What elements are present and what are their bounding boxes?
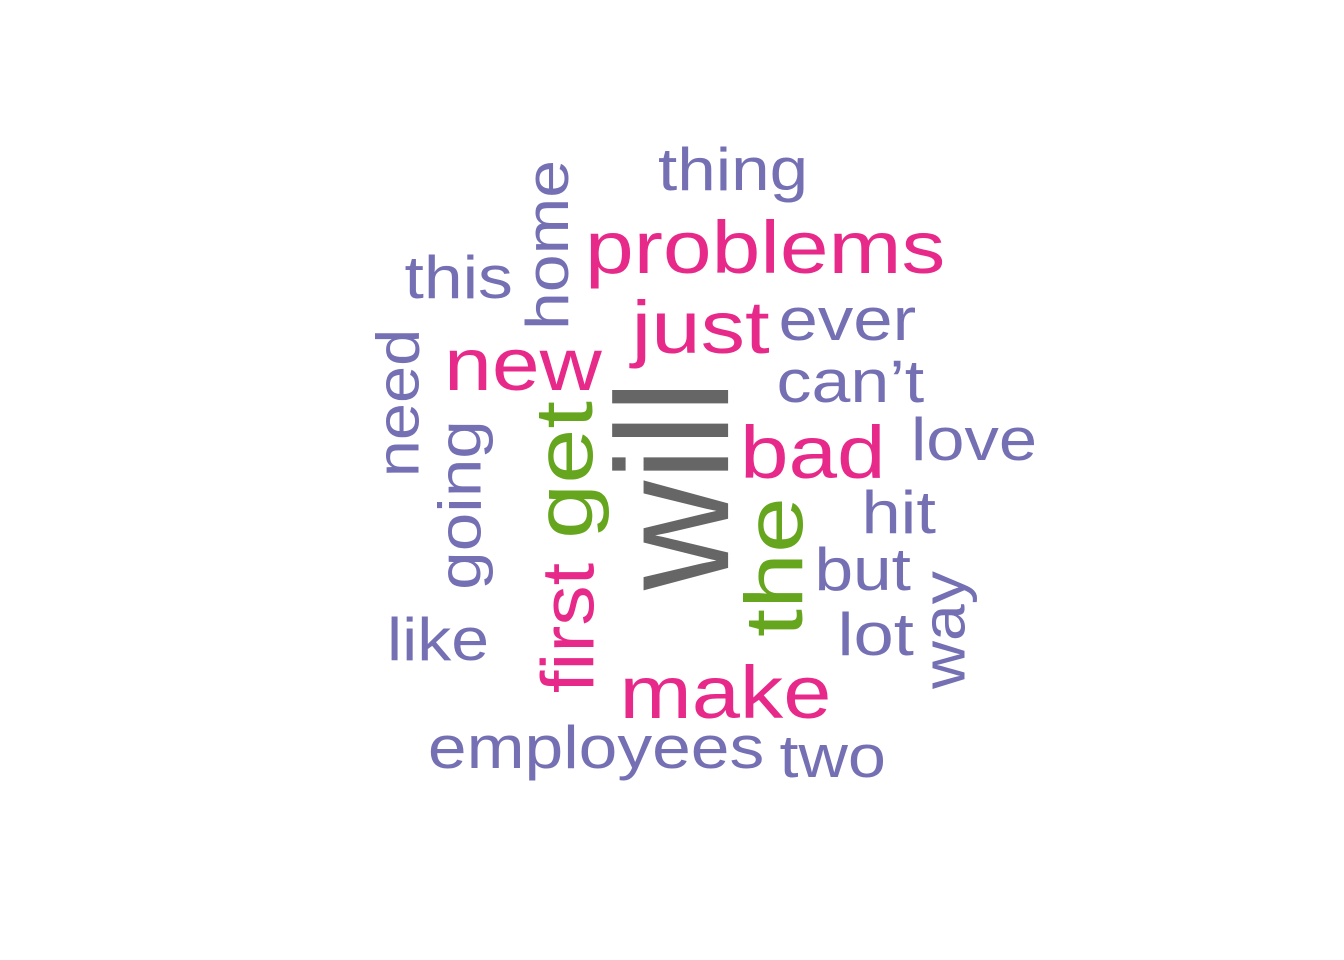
word-get: get xyxy=(519,400,610,540)
word-new: new xyxy=(444,323,602,406)
word-going: going xyxy=(425,420,493,590)
word-ever: ever xyxy=(778,286,916,353)
word-problems: problems xyxy=(584,206,946,289)
word-lot: lot xyxy=(836,601,914,668)
word-home: home xyxy=(514,159,582,331)
word-way: way xyxy=(909,571,977,689)
word-first: first xyxy=(526,562,610,694)
word-this: this xyxy=(403,244,513,311)
word-need: need xyxy=(364,328,432,478)
word-make: make xyxy=(619,651,831,734)
word-cant: can’t xyxy=(776,348,924,415)
word-hit: hit xyxy=(860,479,936,546)
word-employees: employees xyxy=(427,714,765,781)
word-two: two xyxy=(778,723,886,790)
word-thing: thing xyxy=(657,136,809,203)
word-bad: bad xyxy=(739,411,886,494)
word-like: like xyxy=(387,606,490,673)
word-love: love xyxy=(911,406,1038,473)
word-but: but xyxy=(813,536,911,603)
word-just: just xyxy=(630,286,770,369)
word-the: the xyxy=(729,497,820,637)
